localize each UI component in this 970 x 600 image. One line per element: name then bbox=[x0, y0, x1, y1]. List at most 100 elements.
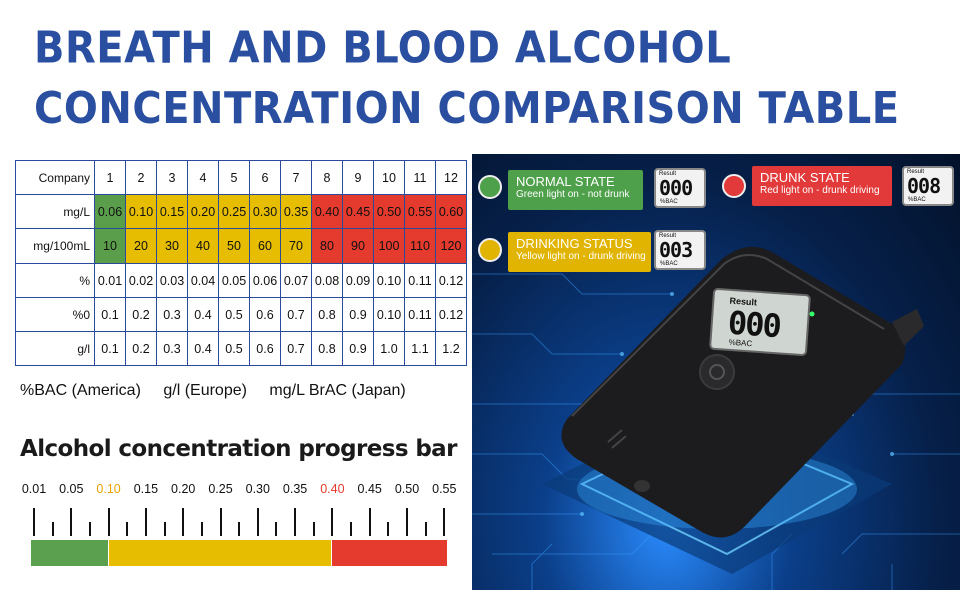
table-row: g/l 0.1 0.2 0.3 0.4 0.5 0.6 0.7 0.8 0.9 1.0 1.1 1.2 bbox=[15, 331, 467, 366]
table-cell: 0.8 bbox=[311, 331, 343, 366]
table-cell: 0.08 bbox=[311, 263, 343, 298]
normal-display: Result 000 %BAC bbox=[654, 168, 706, 208]
row-header-company: Company bbox=[15, 160, 95, 195]
table-cell: 40 bbox=[187, 228, 219, 264]
table-cell: 0.1 bbox=[94, 297, 126, 332]
major-tick bbox=[368, 508, 371, 536]
table-cell: 60 bbox=[249, 228, 281, 264]
table-cell: 0.55 bbox=[404, 194, 436, 229]
table-cell: 0.02 bbox=[125, 263, 157, 298]
circuit-background bbox=[472, 246, 960, 590]
scale-label: 0.15 bbox=[133, 482, 159, 496]
table-cell: 0.4 bbox=[187, 297, 219, 332]
table-cell: 70 bbox=[280, 228, 312, 264]
minor-tick bbox=[163, 522, 166, 536]
table-cell: 80 bbox=[311, 228, 343, 264]
row-header: % bbox=[15, 263, 95, 298]
scale-label: 0.10 bbox=[96, 482, 121, 496]
table-cell: 0.12 bbox=[435, 263, 467, 298]
minor-tick bbox=[424, 522, 427, 536]
minor-tick bbox=[200, 522, 203, 536]
table-cell: 0.01 bbox=[94, 263, 126, 298]
legend-europe: g/l (Europe) bbox=[163, 382, 247, 399]
page-title: BREATH AND BLOOD ALCOHOL CONCENTRATION C… bbox=[34, 18, 934, 139]
company-number: 11 bbox=[404, 160, 436, 195]
table-cell: 0.35 bbox=[280, 194, 312, 229]
table-cell: 0.30 bbox=[249, 194, 281, 229]
table-cell: 1.2 bbox=[435, 331, 467, 366]
minor-tick bbox=[312, 522, 315, 536]
green-light-icon bbox=[478, 175, 502, 199]
scale-label: 0.50 bbox=[394, 482, 420, 496]
company-number: 4 bbox=[187, 160, 219, 195]
red-light-icon bbox=[722, 174, 746, 198]
normal-state-badge: NORMAL STATE Green light on - not drunk bbox=[508, 170, 643, 210]
legend-america: %BAC (America) bbox=[20, 382, 141, 399]
table-cell: 0.11 bbox=[404, 263, 436, 298]
table-cell: 1.1 bbox=[404, 331, 436, 366]
table-cell: 1.0 bbox=[373, 331, 405, 366]
table-cell: 0.20 bbox=[187, 194, 219, 229]
table-cell: 10 bbox=[94, 228, 126, 264]
minor-tick bbox=[387, 522, 390, 536]
progress-scale-labels: 0.01 0.05 0.10 0.15 0.20 0.25 0.30 0.35 0.40 0.45… bbox=[0, 482, 470, 500]
scale-label: 0.05 bbox=[59, 482, 84, 496]
major-tick bbox=[70, 508, 73, 536]
table-cell: 0.60 bbox=[435, 194, 467, 229]
progress-bar-title: Alcohol concentration progress bar bbox=[20, 436, 457, 462]
table-cell: 0.45 bbox=[342, 194, 374, 229]
table-cell: 0.12 bbox=[435, 297, 467, 332]
table-cell: 0.40 bbox=[311, 194, 343, 229]
table-cell: 0.15 bbox=[156, 194, 188, 229]
scale-label: 0.20 bbox=[171, 482, 196, 496]
table-cell: 0.03 bbox=[156, 263, 188, 298]
company-number: 12 bbox=[435, 160, 467, 195]
table-cell: 0.6 bbox=[249, 297, 281, 332]
minor-tick bbox=[350, 522, 353, 536]
power-button bbox=[699, 354, 735, 390]
segment-drinking bbox=[108, 540, 332, 566]
company-number: 9 bbox=[342, 160, 374, 195]
table-cell: 0.1 bbox=[94, 331, 126, 366]
table-cell: 0.7 bbox=[280, 297, 312, 332]
company-number: 2 bbox=[125, 160, 157, 195]
table-cell: 0.50 bbox=[373, 194, 405, 229]
scale-label: 0.40 bbox=[320, 482, 345, 496]
drunk-state-badge: DRUNK STATE Red light on - drunk driving bbox=[752, 166, 892, 206]
scale-label: 0.30 bbox=[245, 482, 270, 496]
table-cell: 0.10 bbox=[373, 297, 405, 332]
title-line-1: BREATH AND BLOOD ALCOHOL bbox=[34, 23, 732, 74]
table-cell: 0.3 bbox=[156, 297, 188, 332]
major-tick bbox=[144, 508, 147, 536]
drunk-display: Result 008 %BAC bbox=[902, 166, 954, 206]
table-cell: 0.04 bbox=[187, 263, 219, 298]
table-cell: 90 bbox=[342, 228, 374, 264]
table-cell: 20 bbox=[125, 228, 157, 264]
table-row: %0 0.1 0.2 0.3 0.4 0.5 0.6 0.7 0.8 0.9 0.10 0.11 0.1… bbox=[15, 297, 467, 332]
company-number: 7 bbox=[280, 160, 312, 195]
table-cell: 0.2 bbox=[125, 331, 157, 366]
major-tick bbox=[107, 508, 110, 536]
company-number: 3 bbox=[156, 160, 188, 195]
table-cell: 0.05 bbox=[218, 263, 250, 298]
major-tick bbox=[33, 508, 35, 536]
yellow-light-icon bbox=[478, 238, 502, 262]
table-cell: 50 bbox=[218, 228, 250, 264]
company-number: 10 bbox=[373, 160, 405, 195]
drinking-display: Result 003 %BAC bbox=[654, 230, 706, 270]
major-tick bbox=[294, 508, 297, 536]
scale-label: 0.35 bbox=[282, 482, 308, 496]
table-cell: 0.11 bbox=[404, 297, 436, 332]
table-cell: 0.7 bbox=[280, 331, 312, 366]
title-line-2: CONCENTRATION COMPARISON TABLE bbox=[34, 83, 900, 134]
scale-label: 0.25 bbox=[208, 482, 233, 496]
table-cell: 0.9 bbox=[342, 297, 374, 332]
table-header-row: Company 1 2 3 4 5 6 7 8 9 10 11 12 bbox=[15, 160, 467, 195]
major-tick bbox=[406, 508, 408, 536]
major-tick bbox=[443, 508, 446, 536]
table-cell: 0.5 bbox=[218, 297, 250, 332]
scale-label: 0.01 bbox=[21, 482, 47, 496]
table-cell: 0.06 bbox=[94, 194, 126, 229]
unit-legend: %BAC (America) g/l (Europe) mg/L BrAC (J… bbox=[20, 382, 424, 400]
table-cell: 110 bbox=[404, 228, 436, 264]
